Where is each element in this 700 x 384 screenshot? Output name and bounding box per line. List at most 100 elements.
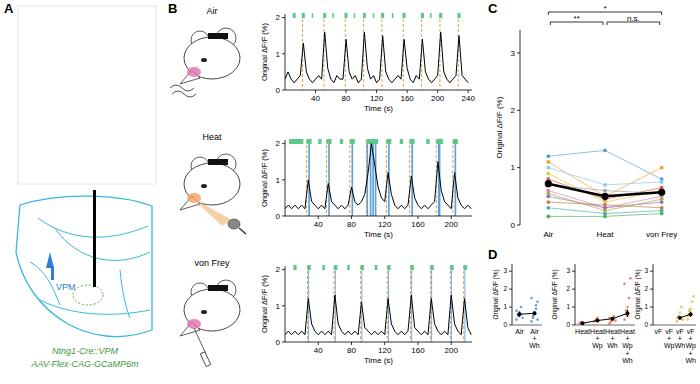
brain-contour (55, 228, 150, 260)
x-tick (384, 342, 385, 345)
animal-point (546, 166, 550, 170)
event-bar (430, 265, 433, 270)
y-tick (282, 53, 285, 54)
y-axis (285, 266, 286, 342)
y-tick-label: 1 (276, 302, 281, 311)
mean-point (678, 316, 682, 320)
label-line: + (689, 350, 693, 357)
y-axis (512, 264, 513, 325)
x-tick-label: 120 (378, 220, 392, 229)
event-bar (453, 139, 458, 144)
heat-beam (192, 198, 232, 226)
x-tick-label: 200 (445, 346, 459, 355)
whisker-pad (187, 67, 201, 77)
event-bar (327, 139, 332, 144)
event-bar (375, 265, 377, 270)
virus-label: AAV-Flex-CAG-GCaMP6m (30, 359, 139, 369)
x-axis-label: Time (s) (364, 230, 393, 239)
label-line: vF (665, 328, 673, 335)
x-tick (315, 90, 316, 93)
withdrawal-band (308, 140, 310, 216)
y-tick (517, 52, 520, 53)
withdrawal-band (375, 140, 377, 216)
event-bar (436, 139, 443, 144)
stimulus-line (409, 140, 410, 216)
event-bar (345, 13, 348, 18)
event-bar (347, 265, 349, 270)
label-line: + (610, 335, 614, 342)
brain-contour (40, 300, 150, 314)
y-tick (282, 305, 285, 306)
label-line: Heat (575, 328, 590, 335)
x-tick-label: 160 (411, 220, 425, 229)
event-bar (350, 139, 355, 144)
trial-point (530, 297, 533, 300)
trial-point (686, 318, 689, 321)
event-bar (340, 139, 343, 144)
event-bar (289, 139, 303, 144)
x-axis (285, 216, 472, 217)
mean-point (596, 319, 600, 323)
eye (201, 310, 207, 314)
animal-point (546, 206, 550, 210)
x-tick-label: Air (543, 230, 553, 239)
trace-line (285, 144, 471, 209)
label-line: Air (530, 328, 539, 335)
label-line: Heat (590, 328, 605, 335)
event-bar (387, 265, 390, 270)
trial-point (530, 320, 533, 323)
headplate (208, 33, 228, 39)
y-tick (282, 216, 285, 217)
stimulus-line (326, 140, 327, 216)
event-bar (439, 13, 442, 18)
y-tick-label: 3 (644, 267, 648, 274)
y-tick-label: 0 (276, 338, 281, 347)
y-axis-label: Original ΔF/F (%) (551, 269, 559, 319)
label-line: + (678, 335, 682, 342)
withdrawal-band (351, 140, 353, 216)
trial-point (521, 317, 524, 320)
plot-area (515, 297, 539, 323)
event-bar (361, 265, 364, 270)
event-bar (400, 139, 403, 144)
animal-line (548, 168, 661, 185)
headplate (208, 285, 228, 291)
panel-label: C (488, 1, 498, 16)
y-axis (285, 14, 286, 90)
ventricle (46, 252, 54, 268)
lamp-cord (239, 228, 246, 234)
event-bar (322, 265, 324, 270)
event-bar (410, 265, 413, 270)
animal-point (603, 209, 607, 213)
y-tick (282, 17, 285, 18)
plot-area (285, 13, 468, 90)
label-line: Heat (605, 328, 620, 335)
trial-point (515, 309, 518, 312)
event-bar (293, 13, 296, 18)
y-tick-label: 2 (276, 265, 281, 274)
ventricle (51, 266, 54, 280)
mean-point (581, 321, 585, 325)
trial-point (535, 304, 538, 307)
label-line: vF (654, 328, 662, 335)
plot-area (545, 149, 666, 219)
x-tick (351, 342, 352, 345)
vpm-region (73, 285, 103, 305)
y-tick (517, 225, 520, 226)
animal-point (660, 180, 664, 184)
label-line: Air (515, 328, 524, 335)
image-frame (18, 6, 156, 184)
x-tick-label: 160 (400, 94, 414, 103)
y-tick-label: 0 (566, 321, 570, 328)
x-tick (417, 216, 418, 219)
event-bar (392, 13, 394, 18)
label-line: vF (676, 328, 684, 335)
mean-point (611, 317, 615, 321)
event-bar (307, 265, 310, 270)
y-axis-label: Original ΔF/F (%) (260, 275, 269, 333)
plot-area (578, 277, 632, 325)
event-bar (307, 139, 312, 144)
mean-point (545, 180, 552, 187)
trial-point (692, 295, 695, 298)
animal-point (603, 203, 607, 207)
